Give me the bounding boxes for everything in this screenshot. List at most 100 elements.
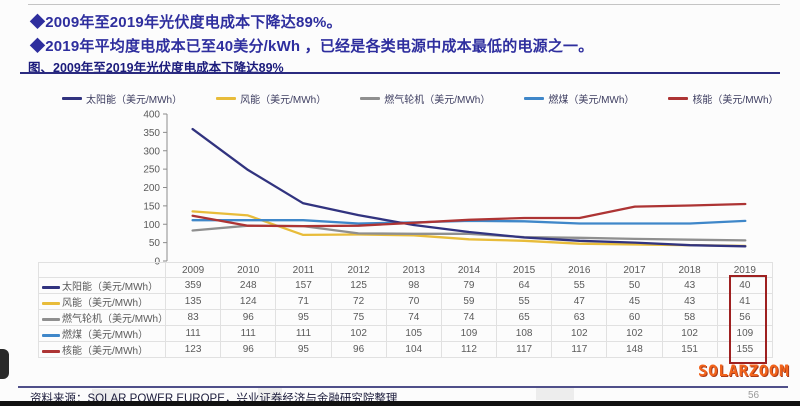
value-cell: 58 xyxy=(661,309,718,326)
table-row: 燃气轮机（美元/MWh） 83 96 95 75 74 74 65 63 60 58 56 xyxy=(38,309,774,326)
value-cell: 71 xyxy=(275,293,332,310)
legend-item-2: 燃气轮机（美元/MWh） xyxy=(360,91,490,106)
table-row: 核能（美元/MWh） 123 96 95 96 104 112 117 117 148 151 155 xyxy=(38,341,774,358)
value-cell: 64 xyxy=(496,277,553,294)
legend-line-icon xyxy=(62,97,82,100)
value-cell: 95 xyxy=(275,309,332,326)
bullet-point-2: ◆2019年平均度电成本已至40美分/kWh ，已经是各类电源中成本最低的电源之… xyxy=(30,38,594,55)
value-cell: 117 xyxy=(551,341,608,358)
value-cell: 123 xyxy=(164,341,222,358)
top-divider xyxy=(28,4,780,5)
legend-line-icon xyxy=(360,97,381,100)
legend-label: 燃气轮机（美元/MWh） xyxy=(384,95,491,106)
year-header: 2018 xyxy=(661,262,718,278)
value-cell: 83 xyxy=(164,309,222,326)
legend-line-icon xyxy=(216,97,237,100)
value-cell: 108 xyxy=(496,325,553,342)
compression-artifact xyxy=(536,388,574,400)
table-row: 太阳能（美元/MWh） 359 248 157 125 98 79 64 55 50 43 40 xyxy=(38,277,774,294)
value-cell: 112 xyxy=(440,341,498,358)
chart-legend: 太阳能（美元/MWh） 风能（美元/MWh） 燃气轮机（美元/MWh） 燃煤（美元/M… xyxy=(62,91,779,106)
legend-item-4: 核能（美元/MWh） xyxy=(668,91,779,106)
year-header: 2012 xyxy=(330,262,387,278)
series-line-icon xyxy=(42,318,60,321)
value-cell: 102 xyxy=(661,325,718,342)
legend-label: 燃煤（美元/MWh） xyxy=(548,95,635,106)
value-cell: 102 xyxy=(330,325,387,342)
year-header: 2010 xyxy=(220,262,277,278)
y-tick-label: 250 xyxy=(143,165,160,176)
legend-item-1: 风能（美元/MWh） xyxy=(216,91,326,106)
value-cell: 125 xyxy=(330,277,387,294)
year-header: 2009 xyxy=(164,262,222,278)
value-cell: 102 xyxy=(606,325,663,342)
legend-label: 太阳能（美元/MWh） xyxy=(86,95,183,106)
series-line-icon xyxy=(42,286,60,289)
value-cell: 151 xyxy=(661,341,718,358)
data-table: 2009 2010 2011 2012 2013 2014 2015 2016 2017 2018… xyxy=(38,262,774,358)
compression-artifact xyxy=(258,386,282,400)
value-cell: 74 xyxy=(385,309,442,326)
value-cell: 95 xyxy=(275,341,332,358)
year-header: 2016 xyxy=(551,262,608,278)
value-cell: 109 xyxy=(440,325,498,342)
legend-label: 核能（美元/MWh） xyxy=(692,95,779,106)
edge-artifact xyxy=(0,349,9,379)
year-header: 2013 xyxy=(385,262,442,278)
y-tick-label: 150 xyxy=(143,201,160,212)
value-cell: 47 xyxy=(551,293,608,310)
series-line-4 xyxy=(191,202,747,228)
highlight-box-2019 xyxy=(729,275,767,364)
y-tick-label: 400 xyxy=(143,110,160,121)
year-header: 2011 xyxy=(275,262,332,278)
value-cell: 75 xyxy=(330,309,387,326)
series-label-cell: 核能（美元/MWh） xyxy=(38,341,166,358)
y-tick-label: 50 xyxy=(149,238,161,249)
value-cell: 111 xyxy=(164,325,222,342)
series-line-0 xyxy=(191,127,747,248)
value-cell: 60 xyxy=(606,309,663,326)
value-cell: 117 xyxy=(496,341,553,358)
year-header: 2017 xyxy=(606,262,663,278)
value-cell: 124 xyxy=(220,293,277,310)
series-line-icon xyxy=(42,334,60,337)
figure-title: 图、2009年至2019年光伏度电成本下降达89% xyxy=(28,61,284,75)
table-row: 燃煤（美元/MWh） 111 111 111 102 105 109 108 102 102 102… xyxy=(38,325,774,342)
value-cell: 70 xyxy=(385,293,442,310)
table-corner-cell xyxy=(38,262,166,278)
value-cell: 105 xyxy=(385,325,442,342)
series-label-cell: 太阳能（美元/MWh） xyxy=(38,277,166,294)
value-cell: 135 xyxy=(164,293,222,310)
value-cell: 359 xyxy=(164,277,222,294)
value-cell: 43 xyxy=(661,277,718,294)
compression-artifact xyxy=(92,389,120,401)
year-header: 2014 xyxy=(440,262,498,278)
value-cell: 63 xyxy=(551,309,608,326)
y-tick-label: 200 xyxy=(143,183,160,194)
value-cell: 45 xyxy=(606,293,663,310)
legend-line-icon xyxy=(524,97,545,100)
value-cell: 148 xyxy=(606,341,663,358)
value-cell: 59 xyxy=(440,293,498,310)
legend-line-icon xyxy=(668,97,689,100)
bottom-bar xyxy=(0,401,800,406)
value-cell: 79 xyxy=(440,277,498,294)
series-label-cell: 风能（美元/MWh） xyxy=(38,293,166,310)
value-cell: 111 xyxy=(275,325,332,342)
value-cell: 102 xyxy=(551,325,608,342)
table-row: 风能（美元/MWh） 135 124 71 72 70 59 55 47 45 43 41 xyxy=(38,293,774,310)
y-tick-label: 300 xyxy=(143,146,160,157)
page-number: 56 xyxy=(748,390,760,401)
value-cell: 96 xyxy=(220,341,277,358)
value-cell: 111 xyxy=(220,325,277,342)
year-header: 2015 xyxy=(496,262,553,278)
value-cell: 104 xyxy=(385,341,442,358)
value-cell: 43 xyxy=(661,293,718,310)
series-label-cell: 燃气轮机（美元/MWh） xyxy=(38,309,166,326)
legend-item-3: 燃煤（美元/MWh） xyxy=(524,91,634,106)
value-cell: 65 xyxy=(496,309,553,326)
legend-label: 风能（美元/MWh） xyxy=(240,95,327,106)
bullet-point-1: ◆2009年至2019年光伏度电成本下降达89%。 xyxy=(30,14,342,31)
